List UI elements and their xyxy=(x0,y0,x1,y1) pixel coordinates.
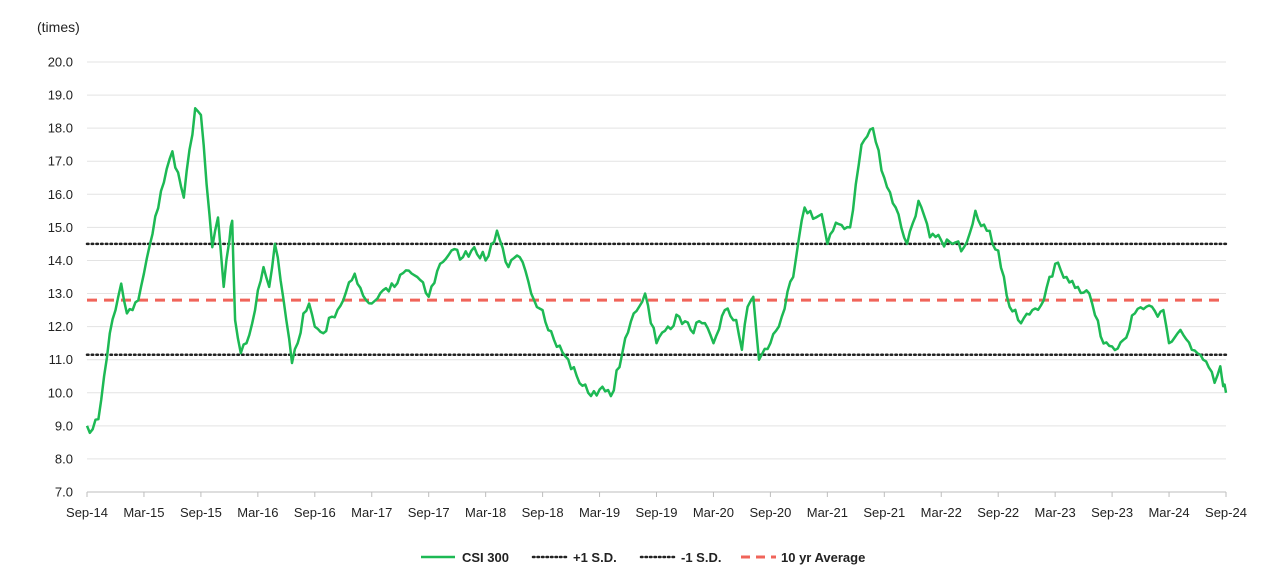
x-tick-label: Mar-22 xyxy=(921,505,962,520)
y-tick-label: 13.0 xyxy=(48,286,73,301)
legend-minus-sd-label: -1 S.D. xyxy=(681,550,721,565)
y-unit-label: (times) xyxy=(37,19,80,35)
y-tick-label: 7.0 xyxy=(55,485,73,500)
legend-avg-label: 10 yr Average xyxy=(781,550,865,565)
x-tick-label: Mar-21 xyxy=(807,505,848,520)
y-tick-label: 18.0 xyxy=(48,121,73,136)
x-tick-label: Sep-23 xyxy=(1091,505,1133,520)
grid-layer xyxy=(87,61,1226,460)
x-tick-label: Mar-18 xyxy=(465,505,506,520)
legend-plus-sd-label: +1 S.D. xyxy=(573,550,617,565)
x-tick-label: Mar-20 xyxy=(693,505,734,520)
x-tick-label: Sep-18 xyxy=(522,505,564,520)
y-tick-label: 17.0 xyxy=(48,154,73,169)
y-tick-label: 12.0 xyxy=(48,319,73,334)
x-tick-label: Mar-19 xyxy=(579,505,620,520)
x-tick-label: Sep-24 xyxy=(1205,505,1247,520)
csi300-series-line xyxy=(85,107,1228,435)
y-tick-label: 8.0 xyxy=(55,451,73,466)
x-tick-label: Mar-23 xyxy=(1035,505,1076,520)
y-tick-label: 20.0 xyxy=(48,55,73,70)
y-tick-label: 15.0 xyxy=(48,220,73,235)
x-tick-label: Sep-20 xyxy=(749,505,791,520)
legend-csi-label: CSI 300 xyxy=(462,550,509,565)
series-layer xyxy=(85,107,1228,435)
x-tick-label: Sep-16 xyxy=(294,505,336,520)
x-tick-label: Sep-22 xyxy=(977,505,1019,520)
x-tick-label: Sep-19 xyxy=(636,505,678,520)
y-tick-label: 10.0 xyxy=(48,385,73,400)
x-tick-label: Mar-24 xyxy=(1148,505,1189,520)
x-tick-label: Mar-15 xyxy=(123,505,164,520)
x-tick-label: Sep-21 xyxy=(863,505,905,520)
x-tick-label: Mar-17 xyxy=(351,505,392,520)
y-tick-label: 14.0 xyxy=(48,253,73,268)
axis-layer: 7.0 8.0 9.0 10.0 11.0 12.0 13.0 14.0 15.0 16.0 17.… xyxy=(48,55,1247,521)
x-tick-label: Sep-17 xyxy=(408,505,450,520)
x-tick-label: Mar-16 xyxy=(237,505,278,520)
x-tick-label: Sep-14 xyxy=(66,505,108,520)
y-tick-label: 16.0 xyxy=(48,187,73,202)
x-tick-label: Sep-15 xyxy=(180,505,222,520)
y-tick-label: 11.0 xyxy=(49,352,73,367)
legend: CSI 300 +1 S.D. -1 S.D. 10 yr Average xyxy=(421,550,865,565)
reference-lines-layer xyxy=(85,242,1228,356)
y-tick-label: 19.0 xyxy=(48,88,73,103)
y-tick-label: 9.0 xyxy=(55,418,73,433)
